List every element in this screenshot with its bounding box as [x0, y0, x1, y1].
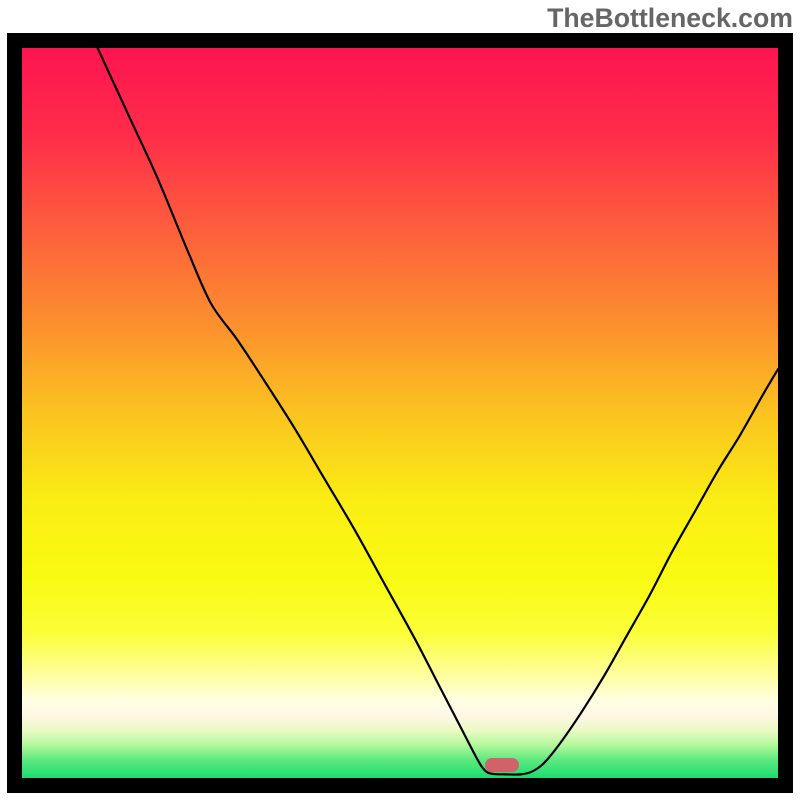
- chart-container: TheBottleneck.com: [0, 0, 800, 800]
- bottleneck-curve-path: [98, 48, 778, 775]
- bottleneck-curve: [22, 48, 778, 778]
- watermark-text: TheBottleneck.com: [547, 3, 793, 34]
- chart-plot-area: [22, 48, 778, 778]
- optimal-point-marker: [485, 758, 519, 772]
